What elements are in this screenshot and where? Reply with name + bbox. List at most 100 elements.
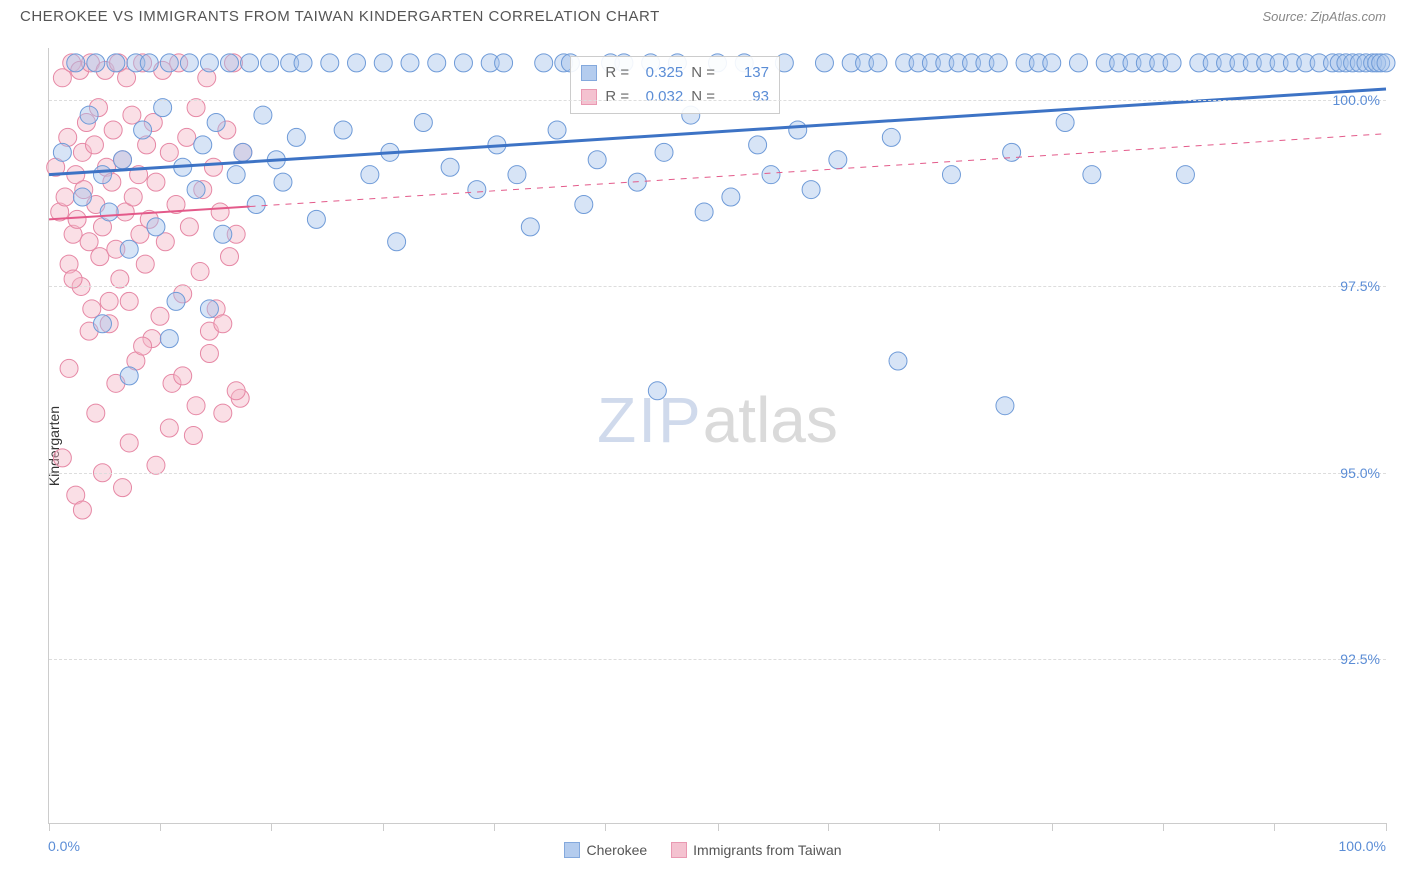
scatter-point [187,181,205,199]
scatter-point [695,203,713,221]
scatter-point [802,181,820,199]
legend-swatch [581,89,597,105]
x-tick [1274,823,1275,831]
scatter-point [104,121,122,139]
scatter-point [1176,166,1194,184]
scatter-point [200,345,218,363]
y-tick-label: 92.5% [1340,651,1380,667]
gridline [49,659,1386,660]
scatter-point [184,427,202,445]
x-tick [939,823,940,831]
scatter-point [85,136,103,154]
scatter-point [829,151,847,169]
scatter-point [1003,143,1021,161]
x-tick [1163,823,1164,831]
scatter-point [1163,54,1181,72]
scatter-point [134,337,152,355]
scatter-point [588,151,606,169]
scatter-point [53,143,71,161]
scatter-point [428,54,446,72]
scatter-point [274,173,292,191]
scatter-point [200,54,218,72]
scatter-point [348,54,366,72]
scatter-point [120,434,138,452]
x-tick [1052,823,1053,831]
stat-n-label: N = [691,61,715,85]
scatter-point [468,181,486,199]
scatter-point [214,225,232,243]
scatter-point [334,121,352,139]
scatter-point [655,143,673,161]
y-tick-label: 97.5% [1340,278,1380,294]
scatter-point [83,300,101,318]
scatter-point [287,128,305,146]
scatter-point [56,188,74,206]
scatter-point [194,136,212,154]
scatter-point [374,54,392,72]
scatter-point [254,106,272,124]
scatter-chart: ZIPatlas R =0.325N =137R =0.032N =93 92.… [48,48,1386,824]
scatter-point [535,54,553,72]
scatter-point [114,151,132,169]
scatter-point [414,114,432,132]
scatter-point [87,404,105,422]
scatter-point [869,54,887,72]
legend-swatch [671,842,687,858]
gridline [49,100,1386,101]
stats-row: R =0.032N =93 [581,85,769,109]
scatter-point [180,218,198,236]
scatter-point [60,359,78,377]
gridline [49,286,1386,287]
scatter-point [120,367,138,385]
scatter-point [91,248,109,266]
scatter-point [100,203,118,221]
scatter-point [1377,54,1395,72]
scatter-point [220,248,238,266]
scatter-point [227,382,245,400]
scatter-point [388,233,406,251]
stat-n-value: 137 [723,61,769,85]
x-tick [1386,823,1387,831]
scatter-point [67,54,85,72]
scatter-point [722,188,740,206]
scatter-point [1083,166,1101,184]
stat-n-label: N = [691,85,715,109]
scatter-point [80,233,98,251]
scatter-point [214,315,232,333]
legend: Cherokee Immigrants from Taiwan [0,842,1406,858]
scatter-point [454,54,472,72]
legend-item: Immigrants from Taiwan [671,842,841,858]
scatter-point [87,54,105,72]
scatter-point [1043,54,1061,72]
scatter-point [100,292,118,310]
legend-label: Cherokee [586,842,647,858]
legend-item: Cherokee [564,842,647,858]
stat-r-value: 0.325 [637,61,683,85]
stat-r-label: R = [605,85,629,109]
x-tick [718,823,719,831]
scatter-point [134,121,152,139]
scatter-point [575,195,593,213]
scatter-point [989,54,1007,72]
scatter-point [191,263,209,281]
scatter-point [495,54,513,72]
scatter-point [174,367,192,385]
scatter-point [147,456,165,474]
scatter-point [1069,54,1087,72]
y-tick-label: 100.0% [1333,92,1380,108]
x-tick [494,823,495,831]
scatter-point [73,501,91,519]
scatter-point [942,166,960,184]
legend-swatch [564,842,580,858]
x-tick [605,823,606,831]
scatter-point [187,99,205,117]
gridline [49,473,1386,474]
scatter-point [241,54,259,72]
scatter-point [882,128,900,146]
legend-swatch [581,65,597,81]
scatter-point [361,166,379,184]
scatter-point [207,114,225,132]
scatter-point [111,270,129,288]
scatter-point [815,54,833,72]
scatter-point [167,292,185,310]
